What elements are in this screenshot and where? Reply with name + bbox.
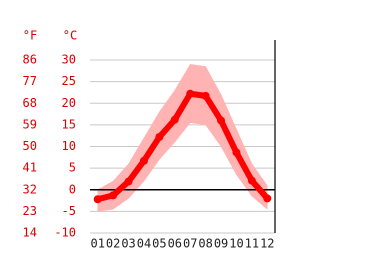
y-tick-label: -10 bbox=[54, 226, 76, 240]
y-tick-label: -5 bbox=[62, 204, 76, 218]
x-tick-label: 11 bbox=[245, 237, 259, 251]
y-unit: °C bbox=[63, 29, 77, 43]
x-tick-label: 06 bbox=[168, 237, 182, 251]
temperature-point bbox=[109, 191, 118, 200]
temperature-point bbox=[232, 148, 241, 157]
y2-tick-label: 14 bbox=[23, 226, 37, 240]
temperature-point bbox=[217, 116, 226, 125]
y-tick-label: 20 bbox=[62, 96, 76, 110]
y2-tick-label: 68 bbox=[23, 96, 37, 110]
x-tick-label: 03 bbox=[121, 237, 135, 251]
y-tick-label: 15 bbox=[62, 117, 76, 131]
temperature-point bbox=[247, 176, 256, 185]
y2-tick-label: 23 bbox=[23, 204, 37, 218]
x-tick-label: 01 bbox=[90, 237, 104, 251]
x-tick-label: 07 bbox=[183, 237, 197, 251]
y2-tick-label: 86 bbox=[23, 53, 37, 67]
x-tick-label: 05 bbox=[152, 237, 166, 251]
y-tick-label: 0 bbox=[69, 182, 76, 196]
temperature-point bbox=[170, 115, 179, 124]
y-tick-label: 10 bbox=[62, 139, 76, 153]
y2-tick-label: 59 bbox=[23, 117, 37, 131]
temperature-point bbox=[186, 89, 195, 98]
temperature-point bbox=[201, 91, 210, 100]
y-tick-label: 25 bbox=[62, 74, 76, 88]
y-tick-label: 5 bbox=[69, 161, 76, 175]
x-tick-label: 10 bbox=[229, 237, 243, 251]
x-tick-label: 12 bbox=[260, 237, 274, 251]
x-tick-label: 02 bbox=[106, 237, 120, 251]
x-tick-label: 09 bbox=[214, 237, 228, 251]
temperature-point bbox=[139, 156, 148, 165]
temperature-point bbox=[155, 132, 164, 141]
y2-unit: °F bbox=[23, 29, 37, 43]
y2-tick-label: 50 bbox=[23, 139, 37, 153]
temperature-point bbox=[263, 194, 272, 203]
x-tick-label: 04 bbox=[137, 237, 151, 251]
x-tick-label: 08 bbox=[198, 237, 212, 251]
y-tick-label: 30 bbox=[62, 53, 76, 67]
temperature-point bbox=[124, 177, 133, 186]
y2-tick-label: 41 bbox=[23, 161, 37, 175]
y2-tick-label: 77 bbox=[23, 74, 37, 88]
temperature-point bbox=[93, 195, 102, 204]
y2-tick-label: 32 bbox=[23, 182, 37, 196]
